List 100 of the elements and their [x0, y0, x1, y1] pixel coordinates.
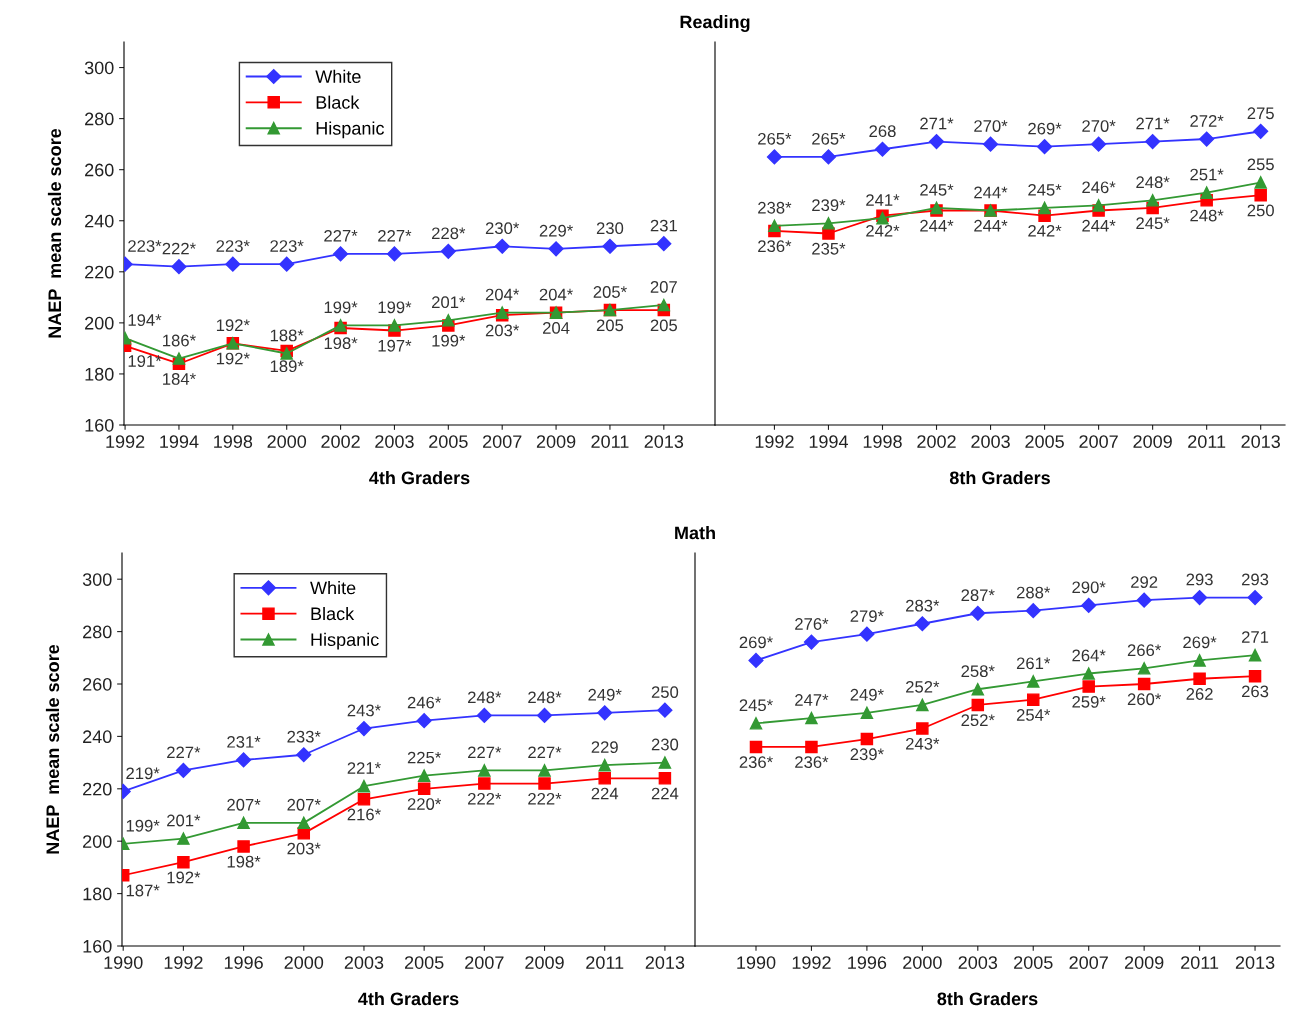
data-label: 229	[591, 741, 618, 754]
data-label: 220*	[407, 798, 442, 810]
data-label: 243*	[347, 704, 381, 717]
data-label: 270*	[1082, 120, 1116, 132]
x-tick-label: 1990	[737, 956, 776, 969]
legend-label: Black	[316, 95, 360, 109]
legend-label: Hispanic	[311, 632, 379, 650]
data-label: 272*	[1190, 115, 1224, 127]
y-tick-label: 200	[83, 835, 112, 848]
data-label: 239*	[850, 748, 884, 761]
x-tick-label: 2009	[1124, 956, 1164, 969]
data-label: 225*	[407, 751, 442, 764]
data-label: 198*	[324, 337, 358, 350]
data-label: 223*	[270, 240, 304, 252]
x-tick-label: 2002	[917, 435, 956, 448]
data-label: 198*	[227, 855, 261, 868]
legend-label: White	[310, 581, 356, 595]
data-label: 245*	[1136, 217, 1170, 230]
data-label: 293	[1186, 573, 1213, 586]
data-label: 216*	[347, 808, 381, 821]
data-label: 242*	[866, 224, 900, 237]
x-tick-label: 2013	[645, 956, 685, 969]
x-tick-label: 1994	[160, 435, 199, 448]
x-tick-label: 2002	[321, 435, 360, 448]
x-tick-label: 1998	[214, 435, 253, 448]
x-tick-label: 2007	[483, 435, 522, 448]
y-axis-title: NAEP mean scale score	[47, 128, 62, 338]
data-label: 187*	[126, 884, 160, 897]
data-label: 263	[1241, 685, 1269, 698]
data-label: 227*	[167, 746, 201, 759]
data-label: 239*	[812, 199, 846, 212]
x-tick-label: 2003	[375, 435, 414, 448]
data-label: 203*	[287, 842, 321, 855]
data-label: 242*	[1028, 224, 1062, 237]
data-label: 293	[1241, 573, 1269, 586]
data-label: 265*	[812, 132, 846, 145]
data-label: 252*	[906, 680, 940, 693]
x-tick-label: 1996	[224, 956, 263, 969]
data-label: 243*	[906, 737, 940, 750]
y-tick-label: 220	[85, 265, 114, 279]
data-label: 204	[543, 321, 570, 334]
data-label: 238*	[758, 201, 792, 214]
x-tick-label: 2009	[525, 956, 564, 969]
data-label: 224	[591, 787, 619, 800]
data-label: 227*	[378, 229, 412, 242]
data-label: 223*	[216, 240, 250, 252]
y-tick-label: 160	[85, 418, 114, 432]
legend-label: Black	[311, 606, 355, 621]
data-label: 229*	[539, 224, 573, 237]
data-label: 275	[1247, 107, 1274, 120]
data-label: 230*	[485, 222, 520, 235]
data-label: 287*	[961, 589, 995, 602]
data-label: 244*	[920, 219, 954, 232]
x-tick-label: 2005	[429, 435, 468, 448]
y-tick-label: 280	[83, 625, 112, 639]
data-label: 194*	[128, 314, 162, 326]
data-label: 236*	[739, 756, 773, 769]
data-label: 248*	[1136, 176, 1170, 189]
x-tick-label: 2000	[267, 435, 307, 448]
data-label: 207*	[287, 798, 321, 811]
data-label: 250	[651, 686, 679, 699]
x-tick-label: 2011	[591, 435, 629, 448]
y-tick-label: 200	[85, 316, 114, 330]
data-label: 233*	[287, 730, 321, 743]
data-label: 244*	[1082, 219, 1116, 232]
chart-title: Math	[675, 526, 715, 540]
data-label: 271	[1241, 631, 1269, 643]
y-tick-label: 220	[83, 782, 112, 796]
x-axis-title: 4th Graders	[369, 471, 470, 485]
x-tick-label: 1990	[104, 956, 143, 969]
data-label: 262	[1186, 688, 1213, 700]
data-label: 288*	[1016, 586, 1051, 599]
x-tick-label: 2005	[404, 956, 444, 969]
data-label: 254*	[1016, 709, 1051, 721]
data-label: 188*	[270, 329, 304, 342]
data-label: 249*	[588, 688, 622, 701]
y-tick-label: 160	[83, 939, 112, 953]
data-label: 199*	[378, 301, 412, 314]
data-label: 241*	[866, 194, 900, 206]
legend-label: White	[315, 69, 361, 83]
data-label: 207	[650, 281, 677, 293]
y-tick-label: 260	[83, 677, 112, 691]
y-tick-label: 260	[85, 163, 114, 177]
data-label: 201*	[432, 296, 466, 309]
data-label: 248*	[1190, 209, 1224, 222]
data-label: 290*	[1072, 581, 1106, 594]
data-label: 199*	[432, 334, 466, 347]
data-label: 270*	[974, 120, 1008, 132]
data-label: 184*	[163, 373, 196, 385]
data-label: 192*	[216, 352, 250, 365]
data-label: 269*	[1028, 122, 1062, 135]
data-label: 259*	[1072, 695, 1106, 708]
data-label: 205*	[593, 286, 627, 298]
y-tick-label: 240	[85, 214, 114, 228]
data-label: 266*	[1127, 644, 1162, 657]
x-tick-label: 2000	[903, 956, 942, 969]
data-label: 245*	[739, 699, 773, 712]
x-tick-label: 1994	[809, 435, 849, 448]
x-tick-label: 2005	[1025, 435, 1064, 448]
data-label: 271*	[1136, 117, 1170, 130]
